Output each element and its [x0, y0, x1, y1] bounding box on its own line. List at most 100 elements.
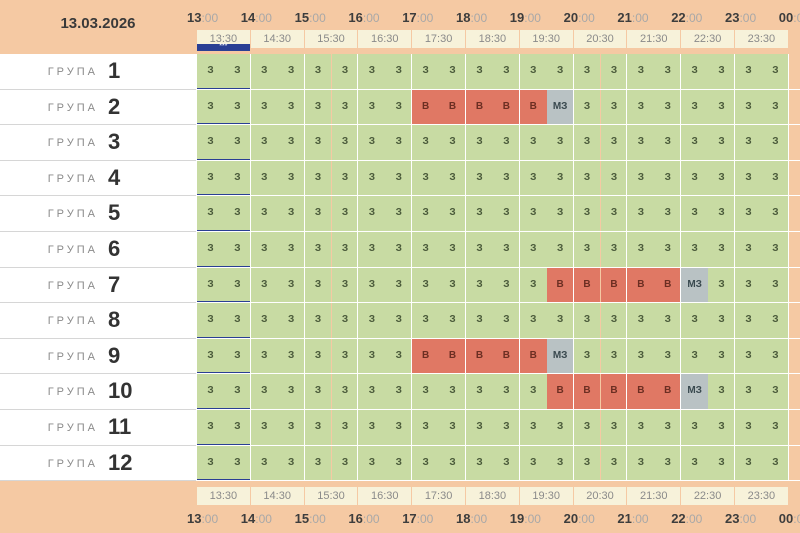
free-slot[interactable]: З	[627, 303, 655, 338]
free-slot[interactable]: З	[708, 445, 735, 481]
free-slot[interactable]: З	[627, 338, 655, 374]
free-slot[interactable]: З	[600, 160, 628, 196]
free-slot[interactable]: З	[223, 232, 251, 267]
free-slot[interactable]: З	[304, 232, 332, 267]
free-slot[interactable]: З	[277, 267, 305, 303]
free-slot[interactable]: З	[466, 410, 493, 445]
free-slot[interactable]: З	[277, 54, 305, 89]
free-slot[interactable]: З	[735, 89, 762, 125]
free-slot[interactable]: З	[627, 160, 655, 196]
free-slot[interactable]: З	[331, 89, 359, 125]
free-slot[interactable]: З	[573, 338, 601, 374]
free-slot[interactable]: З	[439, 54, 466, 89]
free-slot[interactable]: З	[358, 374, 386, 409]
busy-slot[interactable]: В	[439, 338, 466, 374]
free-slot[interactable]: З	[250, 267, 278, 303]
busy-slot[interactable]: В	[519, 89, 547, 125]
busy-slot[interactable]: В	[492, 338, 520, 374]
free-slot[interactable]: З	[654, 445, 682, 481]
free-slot[interactable]: З	[519, 445, 547, 481]
free-slot[interactable]: З	[573, 232, 601, 267]
free-slot[interactable]: З	[331, 160, 359, 196]
free-slot[interactable]: З	[681, 303, 709, 338]
free-slot[interactable]: З	[654, 125, 682, 160]
free-slot[interactable]: З	[277, 125, 305, 160]
free-slot[interactable]: З	[761, 54, 789, 89]
free-slot[interactable]: З	[573, 54, 601, 89]
free-slot[interactable]: З	[761, 160, 789, 196]
free-slot[interactable]: З	[761, 374, 789, 409]
busy-slot[interactable]: В	[519, 338, 547, 374]
free-slot[interactable]: З	[708, 410, 735, 445]
free-slot[interactable]: З	[358, 445, 386, 481]
free-slot[interactable]: З	[654, 338, 682, 374]
free-slot[interactable]: З	[385, 267, 413, 303]
free-slot[interactable]: З	[277, 445, 305, 481]
free-slot[interactable]: З	[708, 125, 735, 160]
free-slot[interactable]: З	[250, 196, 278, 231]
free-slot[interactable]: З	[466, 125, 493, 160]
free-slot[interactable]: З	[439, 267, 466, 303]
free-slot[interactable]: З	[223, 125, 251, 160]
free-slot[interactable]: З	[519, 54, 547, 89]
free-slot[interactable]: З	[681, 410, 709, 445]
free-slot[interactable]: З	[250, 410, 278, 445]
free-slot[interactable]: З	[223, 160, 251, 196]
free-slot[interactable]: З	[304, 125, 332, 160]
free-slot[interactable]: З	[546, 196, 574, 231]
free-slot[interactable]: З	[223, 374, 251, 409]
free-slot[interactable]: З	[385, 125, 413, 160]
free-slot[interactable]: З	[439, 374, 466, 409]
free-slot[interactable]: З	[304, 410, 332, 445]
free-slot[interactable]: З	[385, 89, 413, 125]
free-slot[interactable]: З	[600, 196, 628, 231]
free-slot[interactable]: З	[197, 410, 224, 445]
free-slot[interactable]: З	[708, 54, 735, 89]
free-slot[interactable]: З	[761, 196, 789, 231]
free-slot[interactable]: З	[573, 160, 601, 196]
free-slot[interactable]: З	[250, 445, 278, 481]
free-slot[interactable]: З	[681, 125, 709, 160]
busy-slot[interactable]: В	[627, 374, 655, 409]
free-slot[interactable]: З	[492, 160, 520, 196]
free-slot[interactable]: З	[439, 445, 466, 481]
free-slot[interactable]: З	[197, 54, 224, 89]
free-slot[interactable]: З	[735, 410, 762, 445]
free-slot[interactable]: З	[277, 196, 305, 231]
free-slot[interactable]: З	[197, 160, 224, 196]
free-slot[interactable]: З	[681, 445, 709, 481]
free-slot[interactable]: З	[573, 89, 601, 125]
free-slot[interactable]: З	[573, 445, 601, 481]
free-slot[interactable]: З	[600, 303, 628, 338]
free-slot[interactable]: З	[250, 89, 278, 125]
free-slot[interactable]: З	[412, 196, 440, 231]
free-slot[interactable]: З	[654, 303, 682, 338]
free-slot[interactable]: З	[708, 267, 735, 303]
busy-slot[interactable]: В	[654, 374, 682, 409]
free-slot[interactable]: З	[439, 196, 466, 231]
free-slot[interactable]: З	[492, 445, 520, 481]
free-slot[interactable]: З	[197, 303, 224, 338]
free-slot[interactable]: З	[492, 125, 520, 160]
free-slot[interactable]: З	[600, 338, 628, 374]
free-slot[interactable]: З	[277, 232, 305, 267]
free-slot[interactable]: З	[223, 338, 251, 374]
free-slot[interactable]: З	[197, 338, 224, 374]
free-slot[interactable]: З	[761, 232, 789, 267]
free-slot[interactable]: З	[250, 374, 278, 409]
free-slot[interactable]: З	[304, 303, 332, 338]
free-slot[interactable]: З	[331, 125, 359, 160]
free-slot[interactable]: З	[358, 338, 386, 374]
free-slot[interactable]: З	[385, 410, 413, 445]
free-slot[interactable]: З	[492, 410, 520, 445]
free-slot[interactable]: З	[466, 374, 493, 409]
free-slot[interactable]: З	[250, 160, 278, 196]
busy-slot[interactable]: В	[546, 374, 574, 409]
free-slot[interactable]: З	[466, 303, 493, 338]
busy-slot[interactable]: В	[573, 374, 601, 409]
free-slot[interactable]: З	[627, 445, 655, 481]
free-slot[interactable]: З	[761, 89, 789, 125]
free-slot[interactable]: З	[304, 196, 332, 231]
free-slot[interactable]: З	[735, 374, 762, 409]
free-slot[interactable]: З	[492, 54, 520, 89]
